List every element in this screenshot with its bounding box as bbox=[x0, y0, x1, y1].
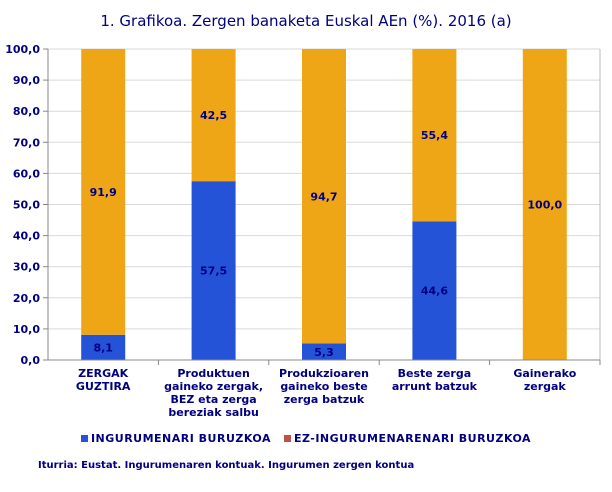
data-label: 94,7 bbox=[310, 190, 337, 203]
legend-item-0: INGURUMENARI BURUZKOA bbox=[80, 432, 271, 445]
legend-item-1: EZ-INGURUMENARENARI BURUZKOA bbox=[283, 432, 532, 445]
y-tick-label: 80,0 bbox=[13, 105, 40, 118]
y-tick-label: 100,0 bbox=[5, 43, 40, 56]
data-label: 55,4 bbox=[421, 129, 448, 142]
plot-area: 0,0 10,0 20,0 30,0 40,0 50,0 60,0 70,0 80,0 90,0 1… bbox=[5, 43, 601, 419]
data-label: 42,5 bbox=[200, 109, 227, 122]
x-tick-label: Gainerako bbox=[513, 367, 576, 380]
source-note: Iturria: Eustat. Ingurumenaren kontuak. … bbox=[38, 460, 415, 471]
bar-0 bbox=[81, 334, 126, 360]
data-label: 100,0 bbox=[527, 199, 562, 212]
legend: INGURUMENARI BURUZKOA EZ-INGURUMENARENAR… bbox=[0, 432, 612, 445]
x-tick-label: gaineko zergak, bbox=[164, 380, 263, 393]
data-label: 91,9 bbox=[90, 186, 117, 199]
y-tick-label: 10,0 bbox=[13, 323, 40, 336]
y-tick-label: 0,0 bbox=[21, 354, 41, 367]
bar-1 bbox=[412, 49, 457, 222]
data-label: 5,3 bbox=[314, 346, 334, 359]
data-label: 57,5 bbox=[200, 265, 227, 278]
x-tick-label: ZERGAK bbox=[78, 367, 129, 380]
legend-swatch bbox=[80, 435, 88, 442]
data-label: 44,6 bbox=[421, 285, 448, 298]
bar-1 bbox=[191, 49, 236, 182]
legend-label: EZ-INGURUMENARENARI BURUZKOA bbox=[293, 432, 532, 445]
y-tick-label: 70,0 bbox=[13, 136, 40, 149]
data-label: 8,1 bbox=[93, 341, 113, 354]
y-tick-label: 90,0 bbox=[13, 74, 40, 87]
x-tick-label: GUZTIRA bbox=[76, 380, 131, 393]
x-tick-label: gaineko beste bbox=[280, 380, 367, 393]
bar-0 bbox=[191, 181, 236, 360]
y-tick-label: 20,0 bbox=[13, 292, 40, 305]
bar-1 bbox=[522, 49, 567, 360]
bar-0 bbox=[412, 221, 457, 360]
chart-title: 1. Grafikoa. Zergen banaketa Euskal AEn … bbox=[100, 12, 512, 30]
bar-1 bbox=[302, 49, 346, 344]
x-tick-label: arrunt batzuk bbox=[392, 380, 478, 393]
y-tick-label: 30,0 bbox=[13, 261, 40, 274]
x-tick-label: BEZ eta zerga bbox=[170, 393, 256, 406]
y-tick-label: 40,0 bbox=[13, 230, 40, 243]
x-tick-label: zergak bbox=[524, 380, 567, 393]
legend-swatch bbox=[283, 435, 291, 442]
y-tick-label: 50,0 bbox=[13, 199, 40, 212]
bar-1 bbox=[81, 49, 126, 335]
x-tick-label: Produkzioaren bbox=[279, 367, 369, 380]
x-tick-label: zerga batzuk bbox=[284, 393, 365, 406]
x-tick-label: bereziak salbu bbox=[168, 406, 258, 419]
legend-label: INGURUMENARI BURUZKOA bbox=[90, 432, 271, 445]
y-tick-label: 60,0 bbox=[13, 167, 40, 180]
x-tick-label: Beste zerga bbox=[398, 367, 472, 380]
bar-0 bbox=[302, 343, 346, 360]
x-tick-label: Produktuen bbox=[177, 367, 249, 380]
